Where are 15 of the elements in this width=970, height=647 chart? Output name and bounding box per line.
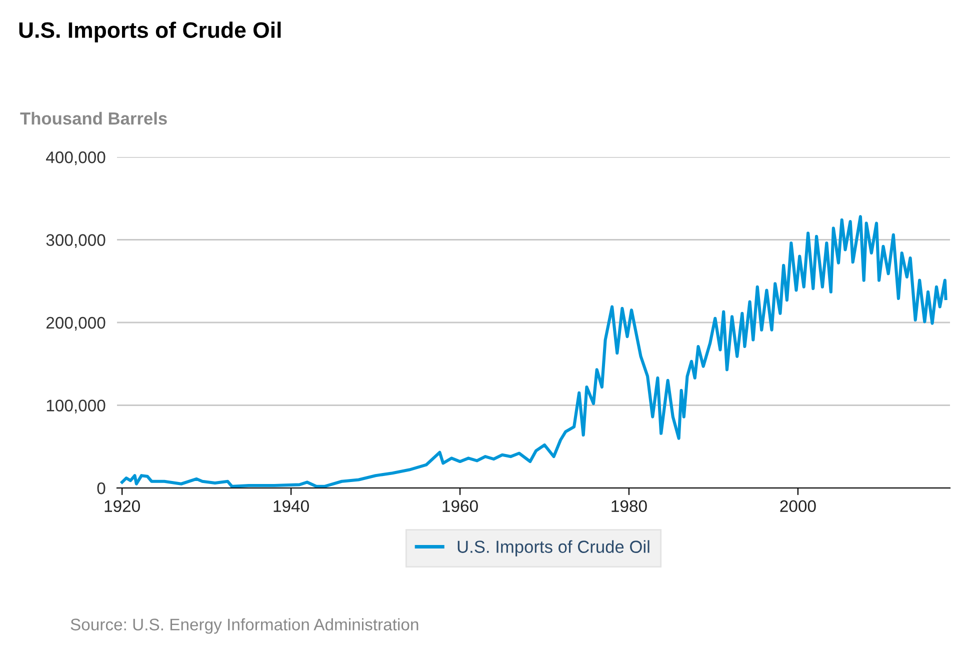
y-tick-label: 200,000	[46, 316, 106, 331]
x-tick-label: 1980	[612, 500, 647, 512]
chart-title: U.S. Imports of Crude Oil	[19, 22, 281, 42]
x-tick-label: 1920	[104, 500, 140, 512]
y-tick-label: 100,000	[46, 400, 106, 414]
y-tick-label: 300,000	[46, 234, 106, 248]
legend-label: U.S. Imports of Crude Oil	[458, 540, 650, 556]
x-tick-label: 1940	[274, 500, 309, 512]
y-tick-label: 0	[97, 482, 106, 494]
source-note: Source: U.S. Energy Information Administration	[70, 618, 418, 634]
x-tick-label: 1960	[442, 500, 478, 512]
y-tick-label: 400,000	[46, 151, 106, 166]
y-axis-title: Thousand Barrels	[20, 112, 167, 125]
line-series	[120, 215, 948, 488]
x-tick-label: 2000	[780, 500, 816, 512]
